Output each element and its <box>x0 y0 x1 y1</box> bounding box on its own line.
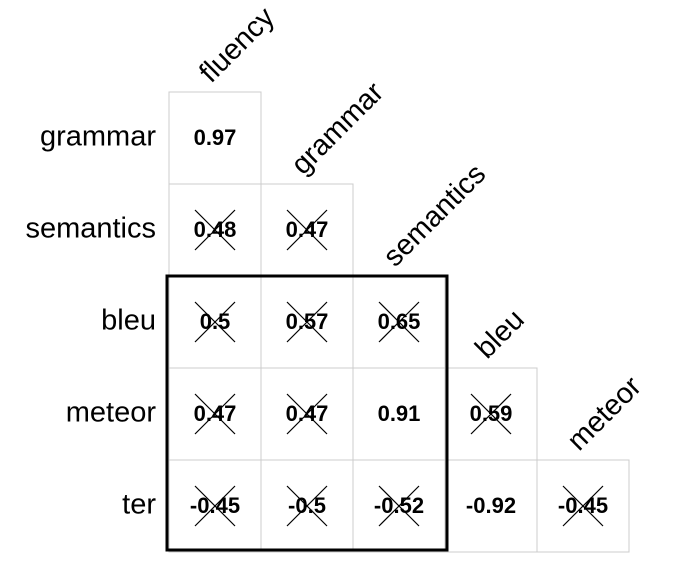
cross-line <box>470 393 512 435</box>
column-label: grammar <box>285 76 390 181</box>
column-label: meteor <box>561 370 648 457</box>
column-label: bleu <box>469 304 530 365</box>
cross-line <box>194 393 236 435</box>
cross-line <box>562 485 604 527</box>
row-label: semantics <box>25 213 156 245</box>
row-label: meteor <box>66 397 157 429</box>
column-label: semantics <box>377 158 492 273</box>
cross-line <box>194 301 236 343</box>
row-label: grammar <box>40 121 156 153</box>
cross-line <box>286 393 328 435</box>
cross-line <box>378 485 420 527</box>
cell-value: 0.91 <box>378 401 421 426</box>
cross-line <box>194 485 236 527</box>
cell-value: 0.97 <box>194 125 237 150</box>
row-label: bleu <box>101 305 156 337</box>
cross-line <box>194 209 236 251</box>
cross-line <box>378 301 420 343</box>
column-label: fluency <box>193 1 281 89</box>
cell <box>168 91 262 185</box>
row-label: ter <box>122 489 156 521</box>
cell <box>260 367 354 461</box>
cell-value: -0.92 <box>466 493 516 518</box>
cross-line <box>286 485 328 527</box>
highlight-box <box>165 274 449 552</box>
cross-line <box>286 301 328 343</box>
cell <box>444 459 538 553</box>
cross-line <box>286 209 328 251</box>
